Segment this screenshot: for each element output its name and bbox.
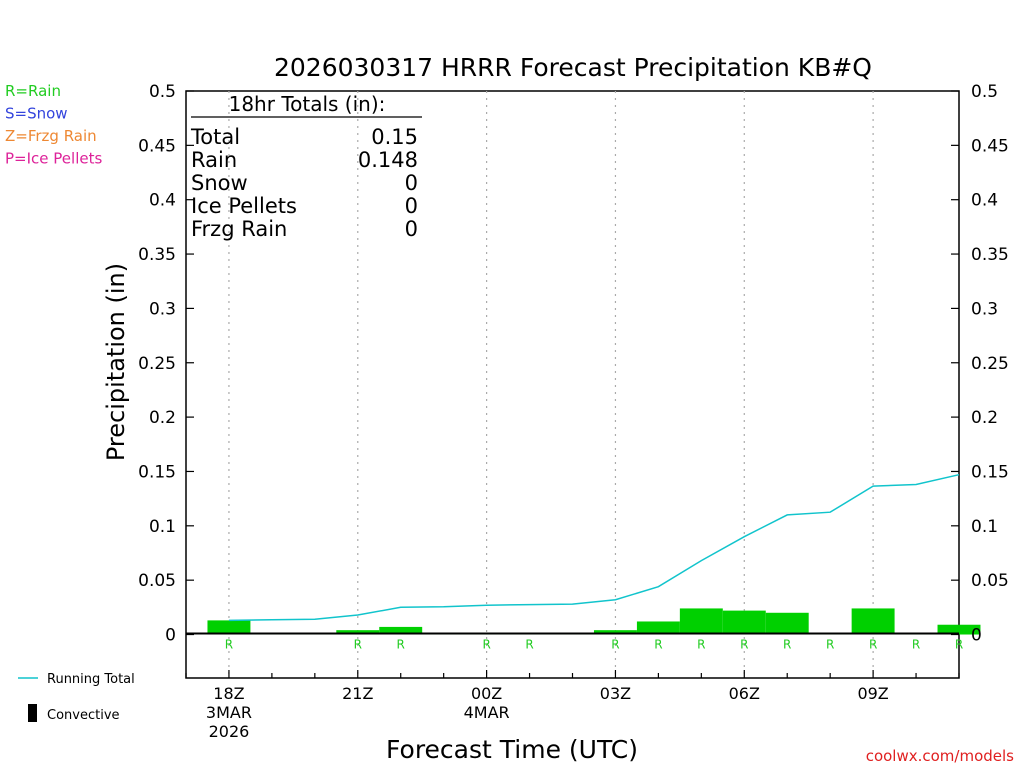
running-total-line xyxy=(228,473,960,622)
convective-legend-swatch xyxy=(28,704,37,722)
totals-row-value: 0.148 xyxy=(358,148,418,172)
convective-legend-label: Convective xyxy=(47,708,120,723)
x-tick-label: 18Z xyxy=(213,684,244,703)
y-tick-label-right: 0 xyxy=(971,626,982,646)
y-axis-left: 0.5 0.45 0.4 0.35 0.3 0.25 0.2 0.15 0.1 0.05 0 xyxy=(138,82,194,646)
precip-bar xyxy=(937,624,981,635)
precip-type-label: R xyxy=(225,638,233,652)
precip-type-label: R xyxy=(912,638,920,652)
y-tick-label-right: 0.4 xyxy=(971,191,998,211)
x-gridlines xyxy=(228,91,874,678)
precip-type-label: R xyxy=(869,638,877,652)
precip-type-label: R xyxy=(955,638,963,652)
y-tick-label-right: 0.45 xyxy=(971,136,1009,156)
precip-type-label: R xyxy=(354,638,362,652)
precip-type-label: R xyxy=(397,638,405,652)
y-tick-label-right: 0.25 xyxy=(971,354,1009,374)
totals-row-value: 0 xyxy=(405,171,418,195)
x-tick-sublabel: 4MAR xyxy=(464,703,510,722)
precip-bar xyxy=(593,630,637,635)
y-tick-label-left: 0.2 xyxy=(149,408,176,428)
totals-row-label: Ice Pellets xyxy=(191,194,297,218)
running-total-legend-label: Running Total xyxy=(47,672,135,687)
y-tick-label-right: 0.3 xyxy=(971,299,998,319)
totals-row-label: Total xyxy=(190,125,240,149)
y-tick-label-left: 0.45 xyxy=(138,136,176,156)
series-legend: Running Total Convective xyxy=(18,672,135,723)
y-tick-label-right: 0.15 xyxy=(971,462,1009,482)
type-legend-item: Z=Frzg Rain xyxy=(5,127,97,145)
y-tick-label-right: 0.2 xyxy=(971,408,998,428)
totals-header: 18hr Totals (in): xyxy=(229,92,386,116)
precip-bars xyxy=(207,608,981,635)
x-tick-sublabel: 2026 xyxy=(209,722,250,741)
x-tick-label: 06Z xyxy=(729,684,760,703)
y-tick-label-right: 0.05 xyxy=(971,571,1009,591)
x-tick-label: 09Z xyxy=(857,684,888,703)
type-legend-item: S=Snow xyxy=(5,105,68,123)
precip-type-label: R xyxy=(611,638,619,652)
totals-box: 18hr Totals (in): Total 0.15 Rain 0.148 Snow… xyxy=(190,92,422,241)
y-tick-label-left: 0.35 xyxy=(138,245,176,265)
precip-bar xyxy=(722,610,766,635)
totals-row-label: Frzg Rain xyxy=(191,217,287,241)
precip-type-label: R xyxy=(482,638,490,652)
precip-type-label: R xyxy=(654,638,662,652)
y-tick-label-left: 0 xyxy=(165,626,176,646)
y-axis-right: 0.5 0.45 0.4 0.35 0.3 0.25 0.2 0.15 0.1 0.05 0 xyxy=(951,82,1009,646)
type-legend-item: R=Rain xyxy=(5,82,61,100)
y-tick-label-left: 0.5 xyxy=(149,82,176,102)
x-tick-label: 21Z xyxy=(342,684,373,703)
precip-type-label: R xyxy=(697,638,705,652)
y-tick-label-left: 0.25 xyxy=(138,354,176,374)
precip-bar xyxy=(336,630,380,635)
precip-type-label: R xyxy=(525,638,533,652)
plot-frame xyxy=(185,90,960,679)
precip-bar xyxy=(379,626,423,635)
type-legend-item: P=Ice Pellets xyxy=(5,150,102,168)
totals-row-value: 0.15 xyxy=(371,125,418,149)
y-tick-label-left: 0.3 xyxy=(149,299,176,319)
y-axis-title: Precipitation (in) xyxy=(102,263,130,461)
y-tick-label-right: 0.1 xyxy=(971,517,998,537)
x-tick-label: 00Z xyxy=(471,684,502,703)
precip-type-legend: R=Rain S=Snow Z=Frzg Rain P=Ice Pellets xyxy=(5,82,102,168)
totals-row-label: Rain xyxy=(191,148,237,172)
precip-type-label: R xyxy=(826,638,834,652)
x-tick-label: 03Z xyxy=(600,684,631,703)
precip-bar xyxy=(851,608,895,635)
precip-type-label: R xyxy=(740,638,748,652)
totals-row-value: 0 xyxy=(405,217,418,241)
x-axis-title: Forecast Time (UTC) xyxy=(386,735,638,764)
y-tick-label-left: 0.1 xyxy=(149,517,176,537)
precip-bar xyxy=(636,621,680,635)
credit-text: coolwx.com/models xyxy=(866,747,1014,765)
precip-type-label: R xyxy=(783,638,791,652)
totals-row-value: 0 xyxy=(405,194,418,218)
precip-bar xyxy=(207,620,251,635)
precip-bar xyxy=(679,608,723,635)
y-tick-label-left: 0.4 xyxy=(149,191,176,211)
totals-row-label: Snow xyxy=(191,171,248,195)
y-tick-label-left: 0.05 xyxy=(138,571,176,591)
y-tick-label-right: 0.35 xyxy=(971,245,1009,265)
chart-title: 2026030317 HRRR Forecast Precipitation K… xyxy=(274,53,872,82)
x-tick-sublabel: 3MAR xyxy=(206,703,252,722)
precip-bar xyxy=(765,612,809,635)
y-tick-label-right: 0.5 xyxy=(971,82,998,102)
y-tick-label-left: 0.15 xyxy=(138,462,176,482)
